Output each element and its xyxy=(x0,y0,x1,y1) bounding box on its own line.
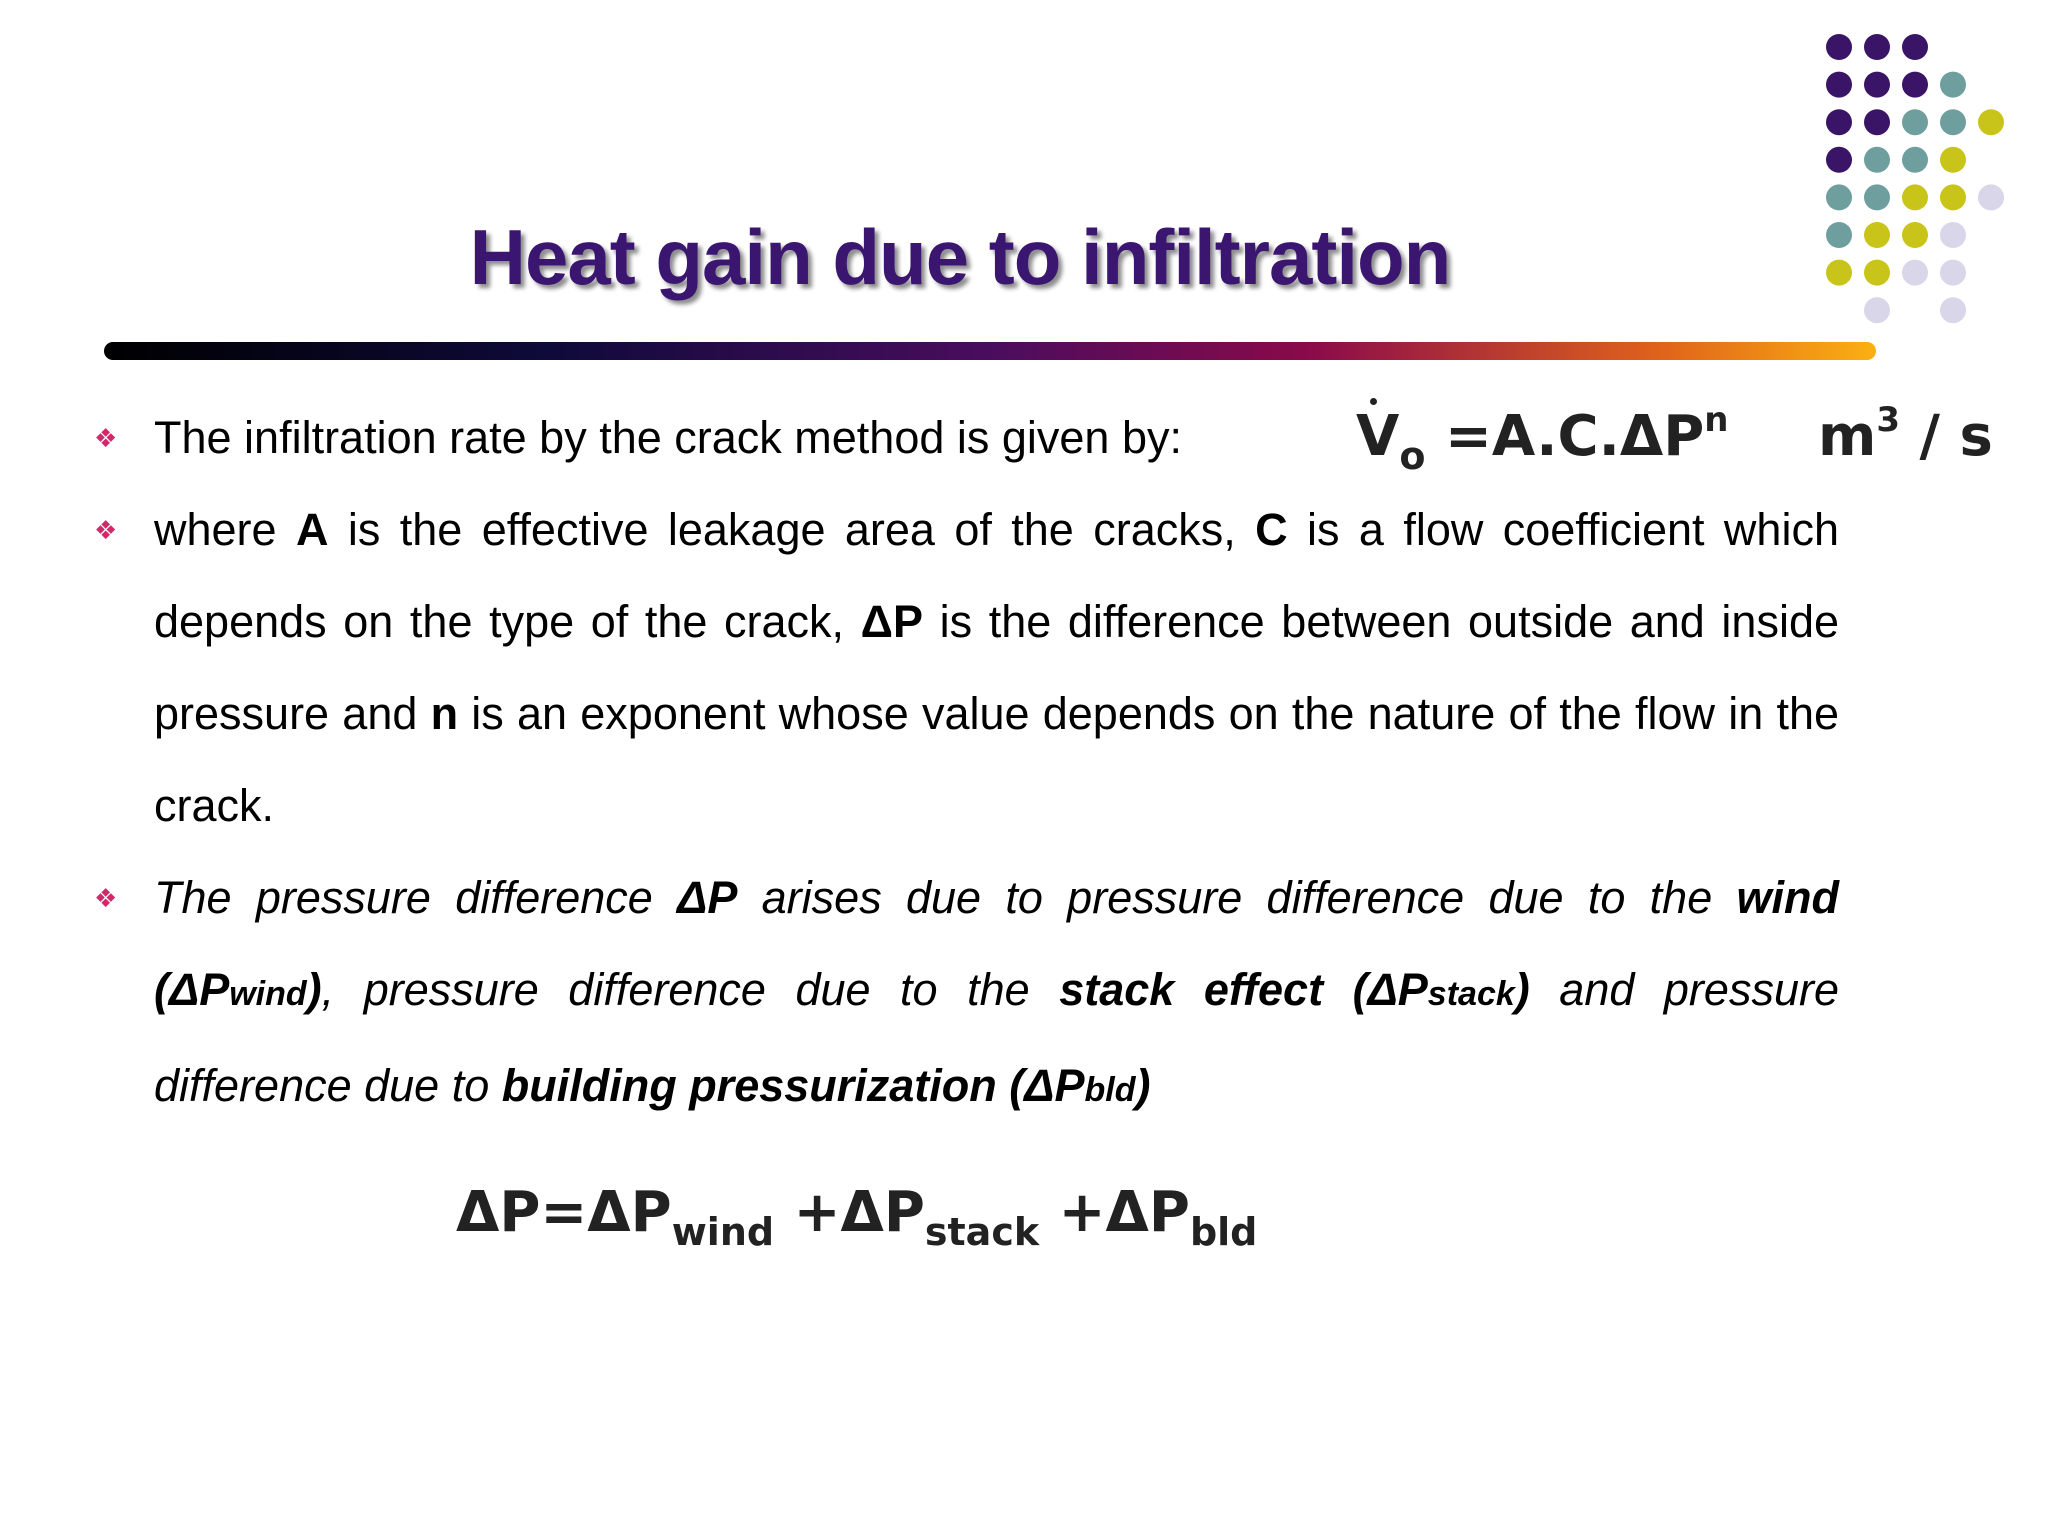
text-run: stack effect (ΔP xyxy=(1059,964,1428,1015)
formula-part: n xyxy=(1704,400,1729,440)
text-run: The pressure difference xyxy=(154,872,678,923)
text-run: ΔP xyxy=(677,872,738,923)
text-run: is the difference between outside and in… xyxy=(154,596,1839,739)
bullet-symbol: ❖ xyxy=(94,515,118,545)
decor-dot xyxy=(1978,184,2004,211)
dot-decoration xyxy=(1826,34,2004,324)
text-run: A xyxy=(295,504,329,555)
text-run: wind xyxy=(229,975,307,1013)
text-run: C xyxy=(1255,504,1288,555)
decor-dot xyxy=(1940,259,1966,286)
decor-dot xyxy=(1826,259,1852,286)
decor-dot xyxy=(1864,109,1890,136)
slide-title: Heat gain due to infiltration xyxy=(469,213,1452,301)
text-run: where xyxy=(154,504,296,555)
bullet-symbol: ❖ xyxy=(94,883,118,913)
decor-dot xyxy=(1864,34,1890,60)
formula-part: o xyxy=(1399,434,1426,478)
decor-dot xyxy=(1864,297,1890,324)
text-run: is an exponent whose value depends on th… xyxy=(154,688,1839,831)
text-run: ) xyxy=(306,964,322,1015)
decor-dot xyxy=(1902,71,1928,98)
text-run: building pressurization (ΔP xyxy=(501,1060,1085,1111)
decor-dot xyxy=(1826,146,1852,173)
rate-formula: Vo =A.C.ΔPn m3 / s xyxy=(1356,400,1993,478)
bullet-symbol: ❖ xyxy=(94,423,118,453)
decor-dot xyxy=(1826,71,1852,98)
bullet-item: ❖ The infiltration rate by the crack met… xyxy=(94,392,1304,484)
decor-dot xyxy=(1826,184,1852,211)
formula-part: wind xyxy=(671,1210,775,1254)
decor-dot xyxy=(1940,297,1966,324)
decor-dot xyxy=(1902,184,1928,211)
text-run: arises due to pressure difference due to… xyxy=(737,872,1737,923)
decor-dot xyxy=(1902,34,1928,60)
decor-dot xyxy=(1864,222,1890,248)
decor-dot xyxy=(1940,71,1966,98)
formula-part: V xyxy=(1356,404,1400,469)
decor-dot xyxy=(1902,259,1928,286)
text-run: is a flow coefficient which depends on t… xyxy=(154,504,1839,647)
text-run: n xyxy=(430,688,459,739)
text-run: ΔP xyxy=(860,596,924,647)
text-run: bld xyxy=(1084,1071,1136,1109)
decor-dot xyxy=(1978,109,2004,136)
formula-part: +ΔP xyxy=(793,1180,925,1245)
decor-dot xyxy=(1864,259,1890,286)
decor-dot xyxy=(1826,222,1852,248)
text-run: wind (ΔP xyxy=(154,872,1839,1015)
decor-dot xyxy=(1826,109,1852,136)
bullet-item: ❖ where A is the effective leakage area … xyxy=(94,484,1839,852)
formula-part: m xyxy=(1818,404,1877,469)
text-run: and pressure difference due to xyxy=(154,964,1839,1111)
decor-dot xyxy=(1864,146,1890,173)
text-run: is the effective leakage area of the cra… xyxy=(328,504,1256,555)
pressure-formula: ΔP=ΔPwind +ΔPstack +ΔPbld xyxy=(456,1180,1257,1254)
formula-part: ΔP=ΔP xyxy=(456,1180,672,1245)
text-run: stack xyxy=(1427,975,1515,1013)
formula-part: =A.C.ΔP xyxy=(1444,404,1705,469)
decor-dot xyxy=(1940,222,1966,248)
text-run: ) xyxy=(1514,964,1530,1015)
decor-dot xyxy=(1864,71,1890,98)
formula-part: bld xyxy=(1189,1210,1258,1254)
decor-dot xyxy=(1902,109,1928,136)
decor-dot xyxy=(1940,184,1966,211)
formula-part: / s xyxy=(1919,404,1993,469)
title-rule xyxy=(104,342,1876,360)
text-run: ) xyxy=(1135,1060,1151,1111)
formula-part: stack xyxy=(924,1210,1040,1254)
text-run: , pressure difference due to the xyxy=(321,964,1060,1015)
formula-part: 3 xyxy=(1876,400,1901,440)
decor-dot xyxy=(1902,146,1928,173)
decor-dot xyxy=(1864,184,1890,211)
decor-dot xyxy=(1826,34,1852,60)
decor-dot xyxy=(1902,222,1928,248)
decor-dot xyxy=(1940,146,1966,173)
bullet-item: ❖ The pressure difference ΔP arises due … xyxy=(94,852,1839,1136)
decor-dot xyxy=(1940,109,1966,136)
text-run: The infiltration rate by the crack metho… xyxy=(154,412,1182,463)
formula-part: +ΔP xyxy=(1058,1180,1190,1245)
